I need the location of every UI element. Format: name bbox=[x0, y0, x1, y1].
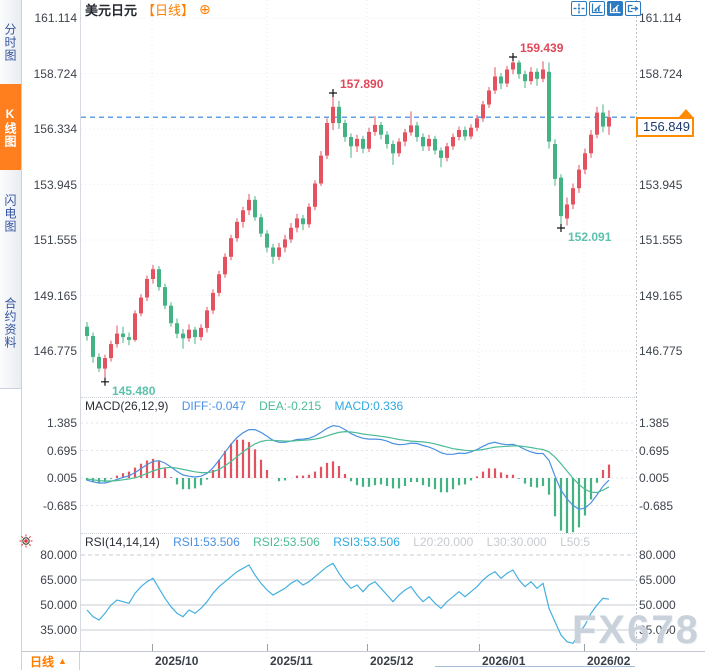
time-axis-tick bbox=[584, 644, 585, 651]
price-axis-label-right: 158.724 bbox=[639, 66, 683, 81]
tab-contract-info[interactable]: 合约资料 bbox=[0, 257, 21, 389]
time-axis-tick bbox=[152, 644, 153, 651]
rsi-axis-label-left: 65.000 bbox=[40, 573, 77, 587]
rsi-axis-label-left: 80.000 bbox=[40, 548, 77, 562]
range-indicator-line bbox=[435, 666, 635, 667]
crosshair-icon[interactable] bbox=[571, 1, 587, 16]
macd-axis-label-right: -0.685 bbox=[639, 498, 674, 513]
high-price-annotation: 157.890 bbox=[340, 77, 384, 92]
time-axis-label: 2026/01 bbox=[482, 654, 526, 668]
low-price-annotation: 152.091 bbox=[568, 229, 612, 244]
macd-label: MACD(26,12,9) bbox=[85, 400, 169, 413]
price-axis-label-right: 146.775 bbox=[639, 344, 683, 358]
macd-axis-label-right: 0.695 bbox=[639, 443, 670, 458]
symbol-name: 美元日元 bbox=[85, 3, 138, 18]
time-axis-label: 2025/10 bbox=[155, 654, 199, 668]
macd-axis-label-left: 0.005 bbox=[46, 471, 77, 485]
high-price-annotation: 159.439 bbox=[520, 40, 564, 55]
rsi-panel[interactable] bbox=[81, 549, 635, 651]
macd-axis-label-right: 0.005 bbox=[639, 471, 670, 485]
period-selector[interactable]: 日线 ▲ bbox=[22, 652, 80, 670]
time-axis-label: 2025/12 bbox=[370, 654, 414, 668]
macd-panel[interactable] bbox=[81, 414, 635, 534]
price-axis-label-right: 149.165 bbox=[639, 288, 683, 303]
time-axis-label: 2025/11 bbox=[270, 654, 313, 668]
macd-header: MACD(26,12,9) DIFF:-0.047 DEA:-0.215 MAC… bbox=[85, 400, 633, 413]
time-axis-tick bbox=[267, 644, 268, 651]
price-axis-label-right: 151.555 bbox=[639, 233, 683, 247]
price-axis-label-left: 156.334 bbox=[33, 122, 77, 136]
tab-lightning-chart[interactable]: 闪电图 bbox=[0, 170, 21, 258]
price-axis-label-left: 161.114 bbox=[34, 11, 78, 25]
rsi-axis-label-left: 50.000 bbox=[40, 598, 77, 612]
price-axis-label-right: 161.114 bbox=[639, 11, 682, 25]
macd-axis-label-left: 0.695 bbox=[46, 443, 77, 458]
chevron-up-icon: ▲ bbox=[58, 656, 67, 666]
rsi-l50-value: L50:5 bbox=[560, 536, 591, 549]
price-axis-label-left: 158.724 bbox=[33, 66, 77, 81]
period-selector-label: 日线 bbox=[30, 654, 55, 669]
chart-title: 美元日元 【日线】 ⊕ bbox=[85, 1, 211, 18]
zoom-scale-icon[interactable] bbox=[589, 1, 605, 16]
tab-time-share-chart[interactable]: 分时图 bbox=[0, 0, 21, 85]
macd-axis-label-right: 1.385 bbox=[639, 416, 670, 430]
left-axis-border bbox=[80, 0, 81, 651]
tab-kline-chart[interactable]: K线图 bbox=[0, 84, 21, 171]
macd-dea-value: DEA:-0.215 bbox=[259, 400, 322, 413]
period-tag: 【日线】 bbox=[142, 3, 195, 18]
macd-axis-label-left: -0.685 bbox=[42, 498, 77, 513]
macd-hist-value: MACD:0.336 bbox=[334, 400, 404, 413]
macd-axis-label-left: 1.385 bbox=[46, 416, 77, 430]
exit-chart-icon[interactable] bbox=[625, 1, 641, 16]
rsi2-value: RSI2:53.506 bbox=[253, 536, 320, 549]
right-axis-border bbox=[636, 0, 637, 651]
rsi-l20-value: L20:20.000 bbox=[413, 536, 474, 549]
low-price-annotation: 145.480 bbox=[112, 383, 156, 398]
rsi1-value: RSI1:53.506 bbox=[173, 536, 240, 549]
price-up-arrow bbox=[679, 109, 693, 117]
rsi-axis-label-right: 80.000 bbox=[639, 548, 676, 562]
rsi-axis-label-left: 35.000 bbox=[40, 623, 77, 637]
price-axis-label-left: 149.165 bbox=[33, 288, 77, 303]
rsi-axis-label-right: 50.000 bbox=[639, 598, 676, 612]
price-axis-label-left: 146.775 bbox=[33, 344, 77, 358]
macd-diff-value: DIFF:-0.047 bbox=[181, 400, 246, 413]
watermark: FX678 bbox=[572, 608, 700, 652]
sidebar: 分时图 K线图 闪电图 合约资料 bbox=[0, 0, 22, 670]
rsi-header: RSI(14,14,14) RSI1:53.506 RSI2:53.506 RS… bbox=[85, 536, 633, 549]
time-axis-tick bbox=[367, 644, 368, 651]
price-axis-label-left: 151.555 bbox=[33, 233, 77, 247]
pan-scale-icon[interactable] bbox=[607, 1, 623, 16]
rsi3-value: RSI3:53.506 bbox=[333, 536, 400, 549]
candlestick-chart[interactable] bbox=[81, 0, 635, 400]
time-axis-label: 2026/02 bbox=[587, 654, 631, 668]
time-axis-tick bbox=[479, 644, 480, 651]
candle-macd-separator bbox=[81, 397, 635, 398]
rsi-axis-label-right: 35.000 bbox=[639, 623, 676, 637]
rsi-l30-value: L30:30.000 bbox=[486, 536, 547, 549]
rsi-axis-label-right: 65.000 bbox=[639, 573, 676, 587]
add-indicator-icon[interactable]: ⊕ bbox=[199, 1, 211, 17]
price-axis-label-left: 153.945 bbox=[33, 177, 77, 192]
rsi-label: RSI(14,14,14) bbox=[85, 536, 160, 549]
chart-toolbar bbox=[571, 1, 641, 16]
current-price-badge: 156.849 bbox=[636, 117, 694, 137]
live-indicator-icon bbox=[19, 534, 33, 553]
price-axis-label-right: 153.945 bbox=[639, 177, 683, 192]
macd-rsi-separator bbox=[81, 533, 635, 534]
time-axis-line bbox=[22, 651, 705, 652]
